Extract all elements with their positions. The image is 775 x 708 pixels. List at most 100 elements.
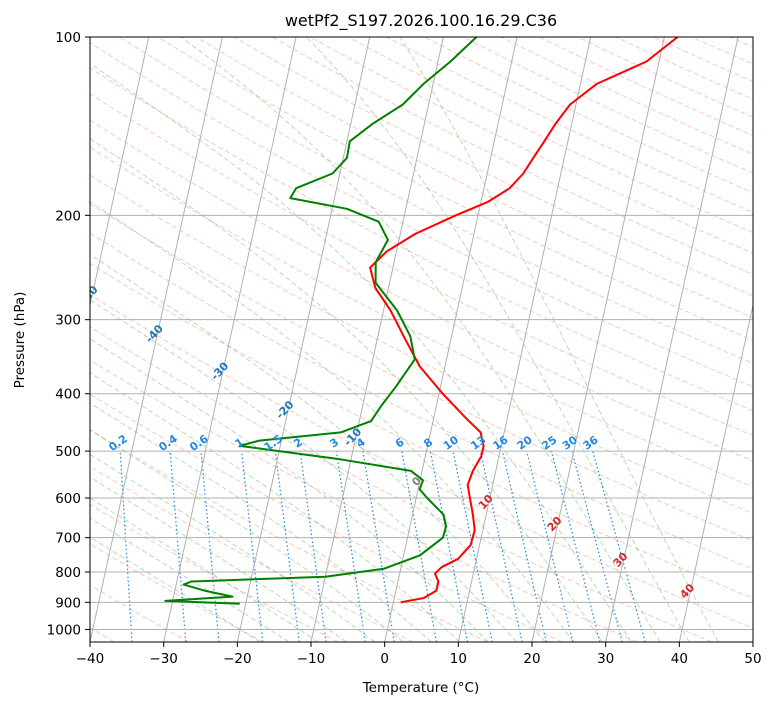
dry-adiabat	[90, 584, 190, 642]
dry-adiabat	[119, 37, 753, 364]
moist-adiabat	[90, 338, 489, 642]
mixing-ratio-label: 3	[327, 436, 341, 451]
dry-adiabat	[500, 37, 753, 155]
mixing-ratio-label: 6	[393, 435, 407, 450]
mixing-ratio-line	[429, 450, 469, 642]
mixing-ratio-line	[240, 451, 264, 642]
profile-series	[164, 37, 679, 605]
x-tick-label: −30	[149, 651, 178, 667]
dry-adiabat	[90, 67, 753, 412]
x-tick-label: −40	[76, 651, 105, 667]
dry-adiabat	[90, 543, 264, 642]
dry-adiabat	[90, 232, 753, 570]
moist-adiabat	[180, 37, 661, 642]
temperature-line	[369, 37, 679, 604]
dry-adiabat	[90, 326, 712, 642]
isotherm-label: -40	[143, 322, 166, 346]
dry-adiabat	[157, 37, 753, 341]
x-tick-label: 30	[597, 651, 614, 667]
moist-adiabat	[90, 497, 319, 642]
moist-adiabat	[90, 253, 546, 642]
moist-adiabat	[90, 476, 347, 642]
mixing-ratio-label: 16	[490, 433, 510, 453]
dry-adiabat	[90, 393, 563, 642]
dry-adiabat	[615, 37, 753, 100]
isotherm-line	[678, 302, 753, 642]
isotherm-line	[0, 37, 1, 642]
moist-adiabat	[90, 453, 376, 642]
moist-adiabat	[399, 37, 719, 642]
dry-adiabat	[90, 203, 753, 542]
moist-adiabats	[90, 37, 719, 642]
dry-adiabat	[90, 92, 753, 437]
y-tick-label: 600	[55, 491, 81, 507]
y-tick-label: 400	[55, 387, 81, 403]
dry-adiabat	[386, 37, 753, 213]
x-tick-label: 20	[523, 651, 540, 667]
y-tick-label: 900	[55, 595, 81, 611]
isotherm-label: 20	[545, 514, 565, 534]
mixing-ratio-line	[274, 451, 300, 642]
isotherm-line	[384, 37, 518, 642]
y-tick-label: 500	[55, 444, 81, 460]
mixing-ratio-label: 20	[515, 433, 535, 453]
x-tick-label: 40	[671, 651, 688, 667]
moist-adiabat	[90, 299, 517, 642]
dry-adiabat	[90, 429, 488, 642]
dry-adiabat	[90, 174, 753, 515]
isotherm-line	[605, 37, 739, 642]
overlay-labels: 0.10.20.40.611.52346810131620253036-100-…	[78, 283, 698, 601]
isotherm-label: -50	[78, 283, 101, 307]
isotherm-line	[531, 37, 665, 642]
pressure-gridlines	[90, 37, 753, 630]
dry-adiabat	[90, 294, 753, 629]
y-axis-title: Pressure (hPa)	[12, 292, 28, 389]
x-tick-label: 0	[380, 651, 389, 667]
mixing-ratio-line	[452, 450, 493, 642]
y-tick-label: 800	[55, 565, 81, 581]
isotherm-label: 30	[611, 550, 631, 570]
moist-adiabat	[90, 138, 603, 642]
mixing-ratio-line	[550, 450, 601, 642]
x-tick-label: −20	[223, 651, 252, 667]
moist-adiabat	[90, 200, 574, 642]
moist-adiabat	[90, 429, 404, 642]
isotherm-line	[457, 37, 592, 642]
mixing-ratio-line	[169, 451, 187, 642]
dry-adiabat	[90, 119, 753, 462]
dewpoint-line	[164, 37, 478, 605]
dry-adiabat	[768, 37, 775, 642]
mixing-ratio-line	[571, 450, 623, 642]
isotherm-label: -20	[274, 398, 297, 422]
mixing-ratio-line	[501, 450, 547, 642]
plot-area: 0.10.20.40.611.52346810131620253036-100-…	[0, 37, 775, 642]
mixing-ratio-line	[526, 450, 574, 642]
mixing-ratio-label: 1	[233, 436, 247, 451]
y-tick-label: 100	[55, 30, 81, 46]
dry-adiabat	[90, 42, 753, 388]
isotherm-line	[752, 639, 753, 642]
mixing-ratio-label: 25	[539, 433, 559, 452]
chart-title: wetPf2_S197.2026.100.16.29.C36	[285, 11, 557, 31]
mixing-ratio-line	[592, 450, 646, 642]
isotherm-line	[236, 37, 371, 642]
moist-adiabat	[306, 37, 690, 642]
dry-adiabat	[90, 465, 414, 642]
x-tick-label: 50	[744, 651, 761, 667]
dry-adiabat	[309, 37, 753, 254]
axes-ticks: −40 −30 −20 −10 0 10 20 30 40 50 100 200 300 400 500 60…	[47, 30, 762, 667]
y-tick-label: 300	[55, 313, 81, 329]
mixing-ratio-lines	[119, 450, 646, 642]
plot-frame	[89, 36, 754, 643]
mixing-ratio-label: 10	[441, 433, 461, 453]
mixing-ratio-label: 8	[421, 436, 435, 451]
dry-adiabat	[90, 146, 753, 488]
isotherm-line	[90, 37, 223, 642]
dry-adiabat	[90, 359, 638, 642]
mixing-ratio-line	[401, 450, 438, 642]
dry-adiabat	[90, 503, 339, 642]
dry-adiabats	[90, 37, 775, 642]
isotherm-line	[310, 37, 444, 642]
x-axis-title: Temperature (°C)	[362, 680, 480, 696]
